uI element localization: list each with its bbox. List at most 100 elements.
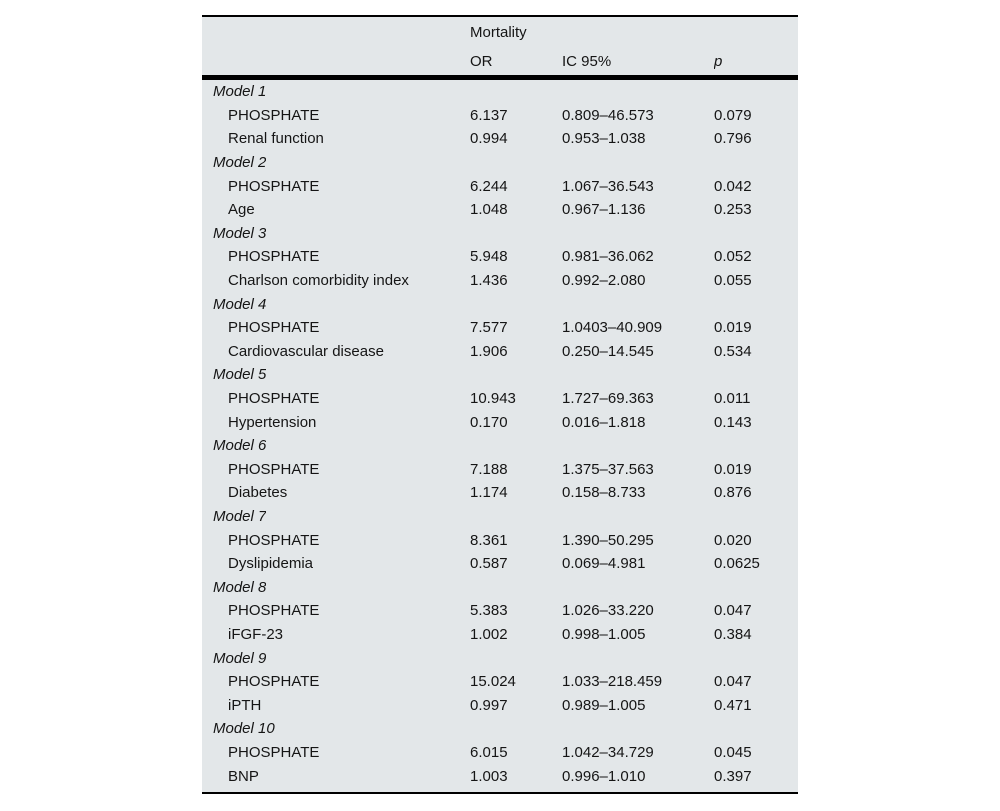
model-name: Model 5	[213, 366, 267, 384]
or-value: 1.048	[470, 201, 508, 219]
model-name: Model 3	[213, 224, 267, 242]
or-value: 15.024	[470, 673, 516, 691]
or-value: 6.244	[470, 177, 508, 195]
variable-label: PHOSPHATE	[228, 390, 320, 408]
or-value: 0.587	[470, 555, 508, 573]
p-value: 0.253	[714, 201, 752, 219]
table-body: Model 1 PHOSPHATE 6.137 0.809–46.573 0.0…	[202, 80, 798, 792]
or-value: 0.997	[470, 696, 508, 714]
or-value: 1.003	[470, 767, 508, 785]
table-row: BNP 1.003 0.996–1.010 0.397	[202, 764, 798, 788]
or-value: 1.174	[470, 484, 508, 502]
table-row: Renal function 0.994 0.953–1.038 0.796	[202, 127, 798, 151]
ci-value: 0.809–46.573	[562, 106, 654, 124]
table-row: PHOSPHATE 8.361 1.390–50.295 0.020	[202, 528, 798, 552]
ci-value: 0.967–1.136	[562, 201, 646, 219]
model-name: Model 8	[213, 578, 267, 596]
table-header: Mortality OR IC 95% p	[202, 17, 798, 80]
model-name: Model 9	[213, 649, 267, 667]
or-value: 1.436	[470, 272, 508, 290]
p-value: 0.079	[714, 106, 752, 124]
variable-label: PHOSPHATE	[228, 248, 320, 266]
table-row: PHOSPHATE 6.015 1.042–34.729 0.045	[202, 741, 798, 765]
p-value: 0.471	[714, 696, 752, 714]
table-row: PHOSPHATE 7.188 1.375–37.563 0.019	[202, 458, 798, 482]
table-row: Hypertension 0.170 0.016–1.818 0.143	[202, 410, 798, 434]
variable-label: Dyslipidemia	[228, 555, 314, 573]
table-row: Diabetes 1.174 0.158–8.733 0.876	[202, 481, 798, 505]
ci-value: 0.016–1.818	[562, 413, 646, 431]
table-row: Cardiovascular disease 1.906 0.250–14.54…	[202, 340, 798, 364]
model-name: Model 1	[213, 83, 267, 101]
p-value: 0.042	[714, 177, 752, 195]
or-value: 5.948	[470, 248, 508, 266]
table-row: iFGF-23 1.002 0.998–1.005 0.384	[202, 623, 798, 647]
p-value: 0.143	[714, 413, 752, 431]
table-row: PHOSPHATE 5.383 1.026–33.220 0.047	[202, 599, 798, 623]
or-value: 0.170	[470, 413, 508, 431]
p-value: 0.019	[714, 460, 752, 478]
model-header-row: Model 8	[202, 575, 798, 599]
variable-label: PHOSPHATE	[228, 106, 320, 124]
column-header-row: OR IC 95% p	[202, 47, 798, 78]
model-header-row: Model 3	[202, 222, 798, 246]
table-row: PHOSPHATE 15.024 1.033–218.459 0.047	[202, 670, 798, 694]
ci-value: 0.989–1.005	[562, 696, 646, 714]
model-header-row: Model 6	[202, 434, 798, 458]
variable-label: BNP	[228, 767, 259, 785]
ci-value: 0.996–1.010	[562, 767, 646, 785]
ci-value: 1.042–34.729	[562, 743, 654, 761]
ci-value: 1.375–37.563	[562, 460, 654, 478]
variable-label: iFGF-23	[228, 625, 284, 643]
p-value: 0.020	[714, 531, 752, 549]
or-value: 0.994	[470, 130, 508, 148]
p-value: 0.045	[714, 743, 752, 761]
ci-value: 0.981–36.062	[562, 248, 654, 266]
table-row: PHOSPHATE 6.137 0.809–46.573 0.079	[202, 104, 798, 128]
or-value: 1.002	[470, 625, 508, 643]
variable-label: PHOSPHATE	[228, 460, 320, 478]
or-value: 7.188	[470, 460, 508, 478]
model-name: Model 2	[213, 154, 267, 172]
p-value: 0.876	[714, 484, 752, 502]
p-value: 0.534	[714, 342, 752, 360]
ci-value: 1.0403–40.909	[562, 319, 663, 337]
model-name: Model 6	[213, 437, 267, 455]
model-header-row: Model 5	[202, 363, 798, 387]
model-header-row: Model 1	[202, 80, 798, 104]
table-row: iPTH 0.997 0.989–1.005 0.471	[202, 693, 798, 717]
table-row: PHOSPHATE 6.244 1.067–36.543 0.042	[202, 174, 798, 198]
p-value: 0.052	[714, 248, 752, 266]
ci-value: 1.390–50.295	[562, 531, 654, 549]
variable-label: Cardiovascular disease	[228, 342, 384, 360]
p-value: 0.0625	[714, 555, 760, 573]
model-header-row: Model 9	[202, 646, 798, 670]
table-row: PHOSPHATE 10.943 1.727–69.363 0.011	[202, 387, 798, 411]
p-value: 0.055	[714, 272, 752, 290]
ci-value: 1.067–36.543	[562, 177, 654, 195]
column-header-p: p	[714, 52, 723, 70]
p-value: 0.397	[714, 767, 752, 785]
p-value: 0.019	[714, 319, 752, 337]
table-row: PHOSPHATE 5.948 0.981–36.062 0.052	[202, 245, 798, 269]
p-value: 0.796	[714, 130, 752, 148]
or-value: 10.943	[470, 390, 516, 408]
model-header-row: Model 7	[202, 505, 798, 529]
p-value: 0.047	[714, 673, 752, 691]
ci-value: 0.250–14.545	[562, 342, 654, 360]
variable-label: PHOSPHATE	[228, 743, 320, 761]
variable-label: Renal function	[228, 130, 324, 148]
or-value: 5.383	[470, 602, 508, 620]
variable-label: Charlson comorbidity index	[228, 272, 409, 290]
variable-label: Diabetes	[228, 484, 288, 502]
table-row: PHOSPHATE 7.577 1.0403–40.909 0.019	[202, 316, 798, 340]
variable-label: PHOSPHATE	[228, 602, 320, 620]
table-row: Charlson comorbidity index 1.436 0.992–2…	[202, 269, 798, 293]
ci-value: 0.069–4.981	[562, 555, 646, 573]
ci-value: 0.158–8.733	[562, 484, 646, 502]
variable-label: Age	[228, 201, 255, 219]
variable-label: iPTH	[228, 696, 262, 714]
or-value: 7.577	[470, 319, 508, 337]
ci-value: 0.998–1.005	[562, 625, 646, 643]
variable-label: PHOSPHATE	[228, 177, 320, 195]
